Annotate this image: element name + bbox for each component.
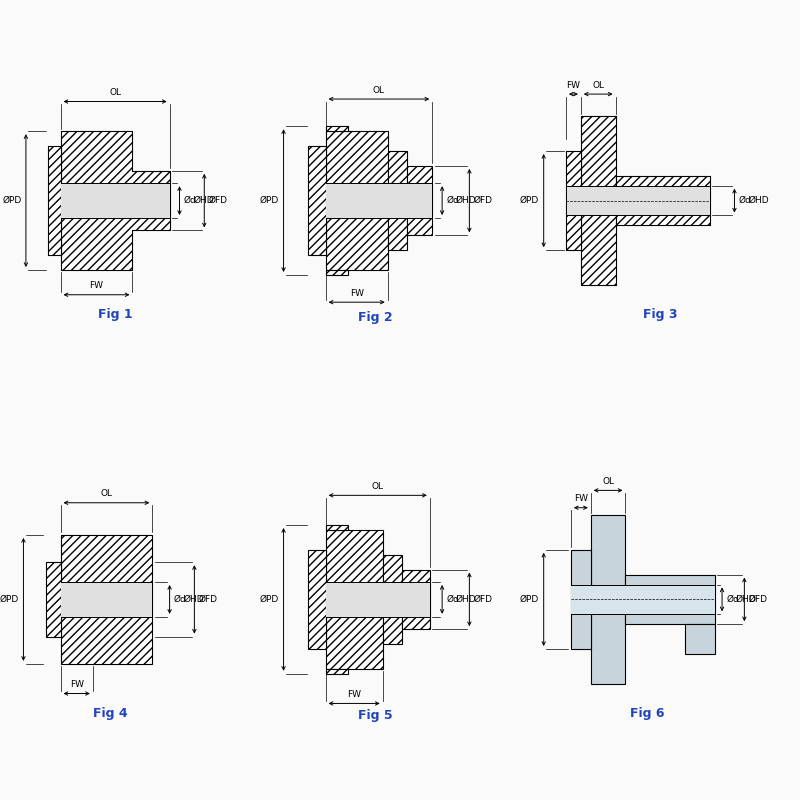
Text: OL: OL	[602, 477, 614, 486]
Text: FW: FW	[350, 289, 364, 298]
Polygon shape	[590, 515, 626, 684]
Text: FW: FW	[574, 494, 588, 503]
Text: ØHD: ØHD	[748, 196, 769, 205]
Polygon shape	[326, 270, 348, 275]
Text: ØFD: ØFD	[209, 196, 228, 205]
Polygon shape	[566, 186, 710, 215]
Text: ØHD: ØHD	[736, 595, 756, 604]
Text: ØPD: ØPD	[0, 595, 19, 604]
Text: Fig 1: Fig 1	[98, 308, 133, 321]
Polygon shape	[61, 582, 152, 617]
Polygon shape	[571, 550, 590, 649]
Polygon shape	[402, 570, 430, 629]
Text: ØPD: ØPD	[520, 196, 539, 205]
Text: Fig 6: Fig 6	[630, 707, 665, 720]
Polygon shape	[571, 585, 714, 614]
Text: ØFD: ØFD	[199, 595, 218, 604]
Text: OL: OL	[372, 482, 384, 491]
Polygon shape	[685, 624, 714, 654]
Text: ØPD: ØPD	[260, 196, 279, 205]
Polygon shape	[566, 151, 581, 250]
Polygon shape	[308, 146, 326, 255]
Text: OL: OL	[592, 81, 604, 90]
Text: FW: FW	[70, 680, 84, 689]
Text: ØHD: ØHD	[456, 196, 476, 205]
Text: ØPD: ØPD	[520, 595, 539, 604]
Text: OL: OL	[373, 86, 385, 94]
Polygon shape	[61, 131, 170, 270]
Text: ØPD: ØPD	[260, 595, 279, 604]
Polygon shape	[626, 574, 714, 624]
Text: ØPD: ØPD	[2, 196, 22, 205]
Text: ØFD: ØFD	[474, 595, 493, 604]
Polygon shape	[326, 126, 348, 131]
Text: Ød: Ød	[184, 196, 197, 205]
Text: OL: OL	[101, 490, 113, 498]
Text: Fig 3: Fig 3	[643, 308, 678, 321]
Polygon shape	[46, 562, 61, 637]
Text: Ød: Ød	[726, 595, 739, 604]
Text: FW: FW	[566, 81, 581, 90]
Polygon shape	[388, 151, 407, 250]
Text: Fig 2: Fig 2	[358, 310, 393, 323]
Polygon shape	[308, 550, 326, 649]
Polygon shape	[326, 582, 430, 617]
Text: Ød: Ød	[174, 595, 187, 604]
Polygon shape	[326, 131, 388, 270]
Text: ØFD: ØFD	[749, 595, 768, 604]
Polygon shape	[615, 176, 710, 226]
Text: ØHD: ØHD	[183, 595, 204, 604]
Polygon shape	[581, 116, 615, 285]
Polygon shape	[61, 183, 170, 218]
Text: OL: OL	[109, 88, 121, 97]
Polygon shape	[48, 146, 61, 255]
Polygon shape	[61, 535, 152, 664]
Polygon shape	[326, 525, 348, 530]
Text: FW: FW	[90, 282, 103, 290]
Polygon shape	[326, 530, 382, 669]
Polygon shape	[382, 554, 402, 644]
Text: FW: FW	[347, 690, 361, 699]
Polygon shape	[326, 669, 348, 674]
Text: Ød: Ød	[446, 196, 459, 205]
Text: ØHD: ØHD	[193, 196, 214, 205]
Text: Fig 4: Fig 4	[93, 707, 127, 720]
Polygon shape	[407, 166, 432, 235]
Text: Ød: Ød	[446, 595, 459, 604]
Text: Fig 5: Fig 5	[358, 710, 393, 722]
Text: ØHD: ØHD	[456, 595, 476, 604]
Polygon shape	[326, 183, 432, 218]
Text: Ød: Ød	[739, 196, 752, 205]
Text: ØFD: ØFD	[474, 196, 493, 205]
